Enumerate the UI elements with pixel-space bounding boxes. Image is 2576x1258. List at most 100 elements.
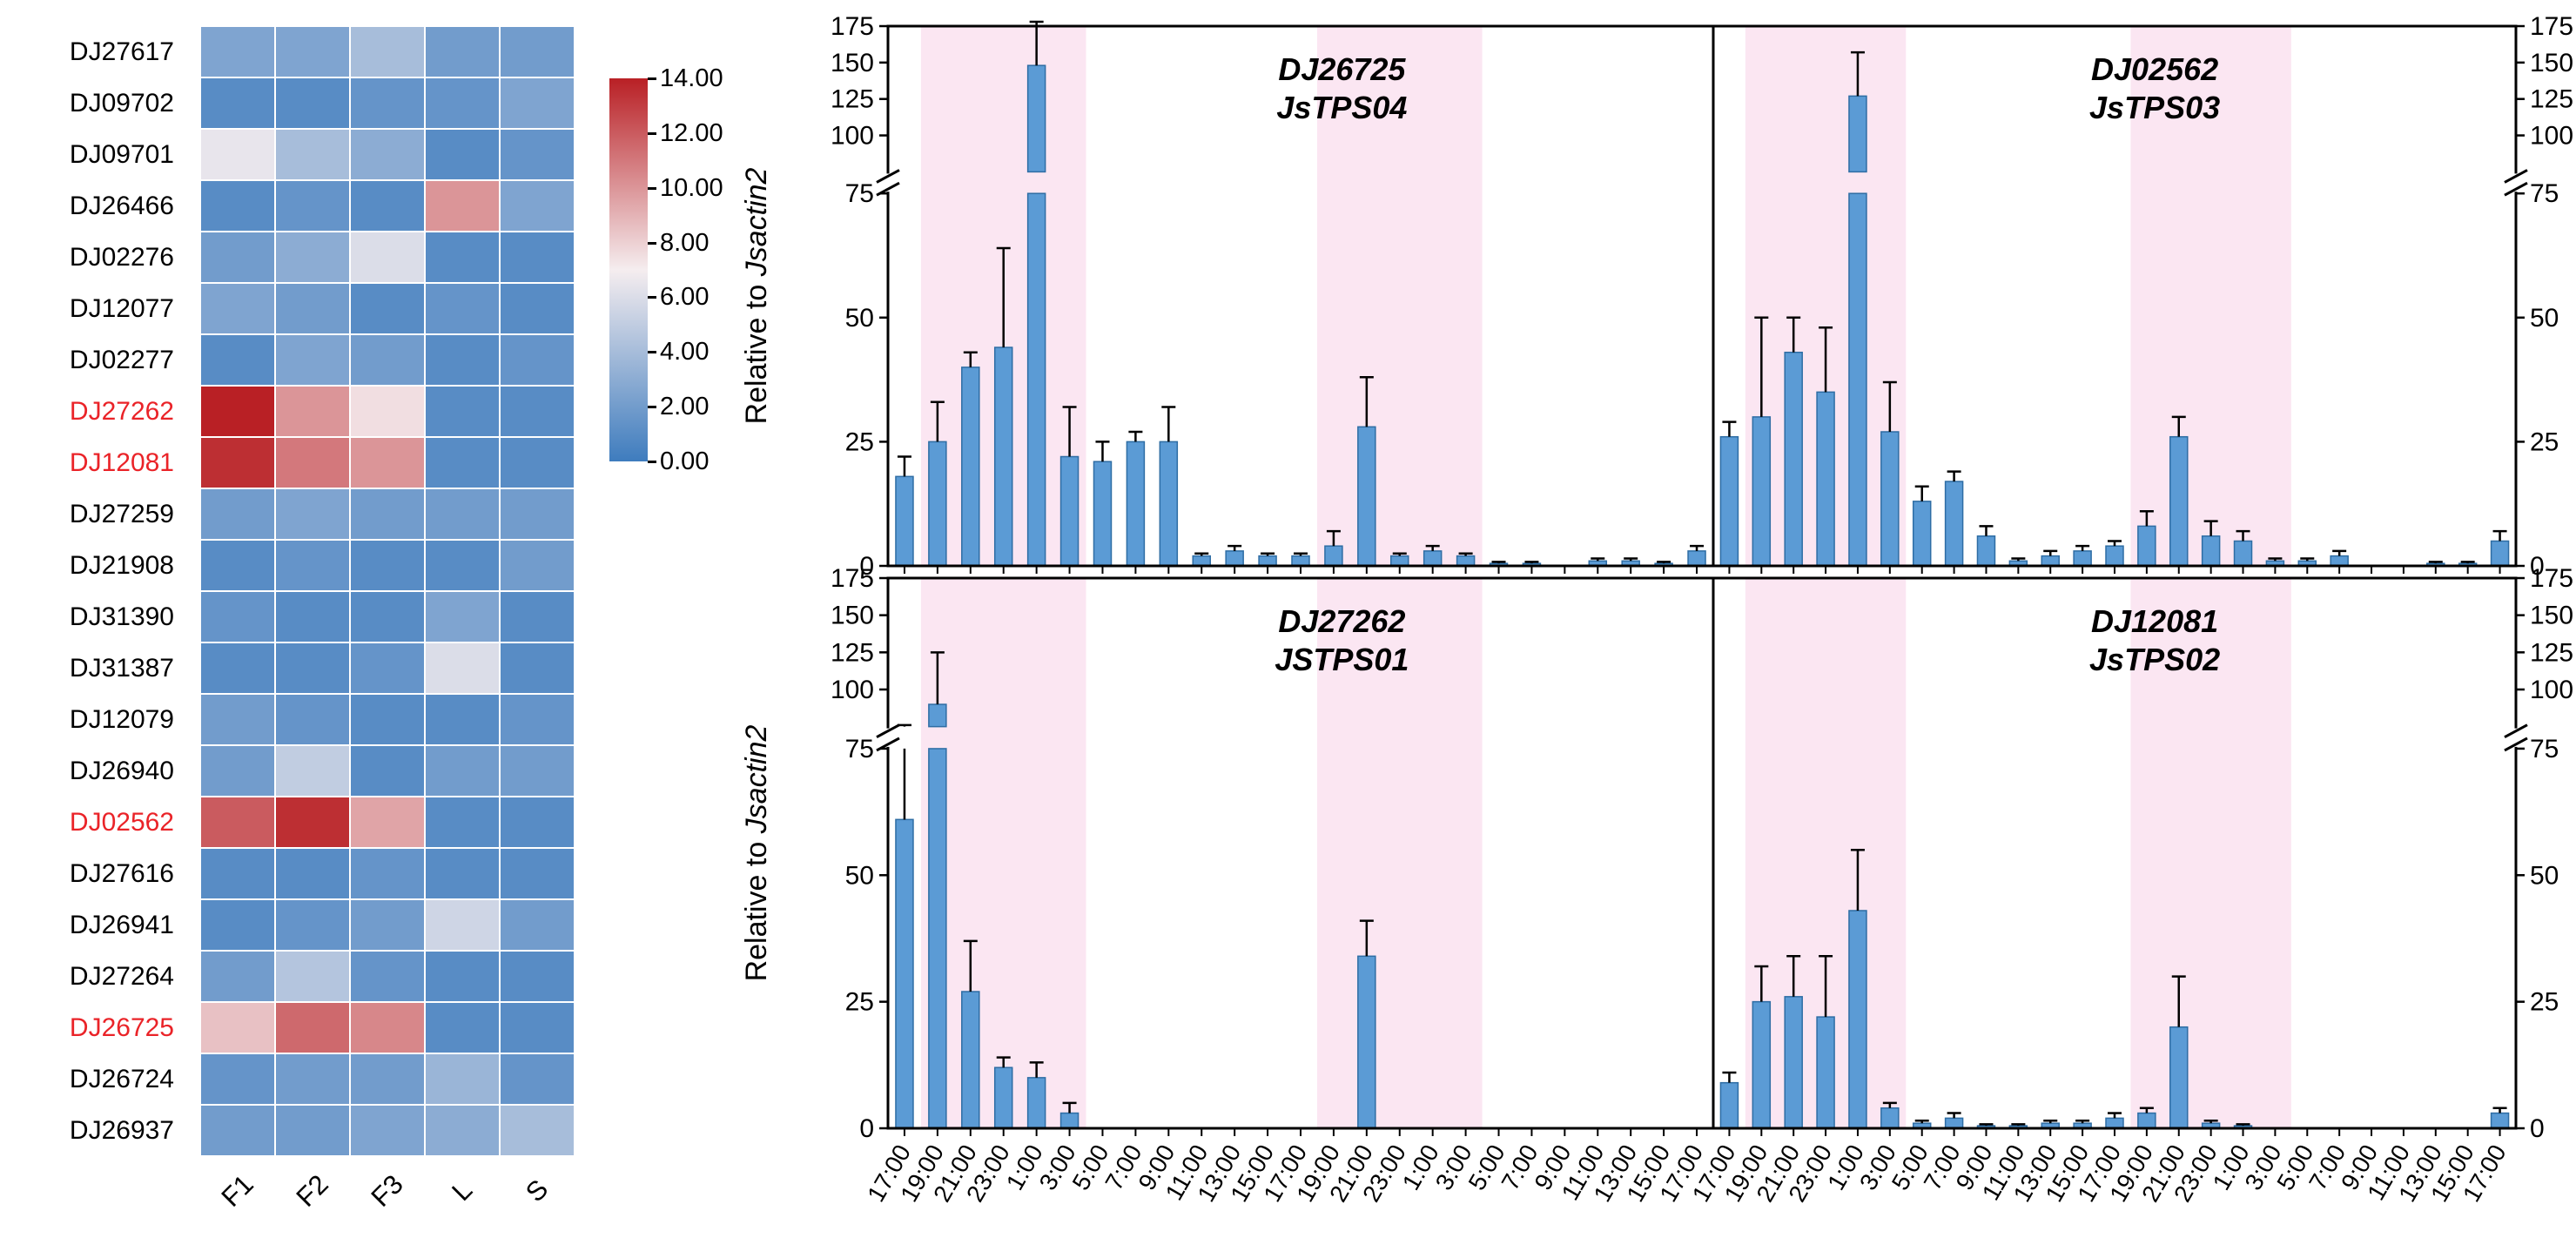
bar [1784, 351, 1803, 567]
heatmap-row-label: DJ27259 [69, 500, 174, 528]
colorbar-tick-label: 2.00 [660, 393, 710, 421]
bar [2137, 1112, 2156, 1129]
heatmap-cell [500, 899, 575, 951]
bar [1752, 416, 1772, 567]
heatmap-cell [500, 694, 575, 745]
heatmap-cell [200, 386, 275, 437]
heatmap-cell [275, 180, 350, 232]
colorbar-tick [648, 77, 656, 80]
heatmap-cell [425, 1105, 500, 1156]
heatmap-cell [200, 797, 275, 848]
panel-tps-title: JsTPS02 [2089, 642, 2220, 677]
night-shading-band [1316, 578, 1483, 1128]
bar [2330, 555, 2349, 567]
heatmap-row-label: DJ02562 [69, 808, 174, 837]
heatmap-cell [500, 797, 575, 848]
bar [1944, 481, 1964, 567]
heatmap-row-label: DJ12077 [69, 294, 174, 323]
heatmap-cell [350, 899, 425, 951]
bar [1456, 555, 1476, 567]
bar-lower-segment [928, 748, 947, 1129]
heatmap-row-label: DJ12081 [69, 448, 174, 477]
bar [2073, 550, 2092, 567]
heatmap-row-label: DJ12079 [69, 705, 174, 734]
heatmap-cell [425, 232, 500, 283]
heatmap-cell [500, 951, 575, 1002]
colorbar-tick-label: 4.00 [660, 338, 710, 367]
heatmap-cell [500, 232, 575, 283]
colorbar-tick-label: 12.00 [660, 118, 723, 147]
colorbar-tick-label: 0.00 [660, 447, 710, 475]
heatmap-cell [350, 694, 425, 745]
bar [1126, 441, 1146, 567]
bar [1752, 1000, 1772, 1129]
bar [1357, 426, 1376, 567]
heatmap-cell [275, 591, 350, 642]
heatmap-cell [350, 334, 425, 386]
heatmap-cell [500, 334, 575, 386]
bar [1390, 555, 1409, 567]
colorbar-tick-label: 6.00 [660, 283, 710, 312]
y-tick-label: 25 [2530, 427, 2559, 456]
heatmap-cell [200, 488, 275, 540]
y-tick-label: 75 [2530, 735, 2559, 764]
bar [1159, 441, 1179, 567]
heatmap-cell [500, 129, 575, 180]
panel-tps-title: JsTPS04 [1276, 90, 1407, 125]
heatmap-cell [200, 437, 275, 488]
heatmap-cell [500, 591, 575, 642]
heatmap-row-label: DJ27264 [69, 962, 174, 991]
bar [1423, 550, 1443, 567]
bar-upper-segment [928, 703, 947, 728]
heatmap-row-label: DJ31390 [69, 602, 174, 631]
axis-break-mark [876, 169, 900, 184]
bar [1059, 455, 1079, 567]
y-tick-label: 75 [2530, 179, 2559, 208]
heatmap-cell [200, 1002, 275, 1053]
heatmap-cell [200, 540, 275, 591]
heatmap-cell [200, 848, 275, 899]
heatmap-cell [350, 951, 425, 1002]
heatmap-row-label: DJ26725 [69, 1013, 174, 1042]
heatmap-cell [275, 129, 350, 180]
heatmap-cell [275, 26, 350, 77]
y-tick-label: 25 [845, 988, 874, 1017]
bar [1912, 501, 1932, 567]
heatmap-cell [275, 694, 350, 745]
heatmap-cell [425, 334, 500, 386]
heatmap-cell [350, 180, 425, 232]
heatmap-cell [500, 745, 575, 797]
bar [1687, 550, 1706, 567]
y-tick-label: 150 [831, 49, 874, 77]
heatmap-cell [425, 540, 500, 591]
axis-break-mark [876, 181, 900, 197]
heatmap-row-label: DJ26466 [69, 192, 174, 220]
night-shading-band [920, 578, 1086, 1128]
heatmap-cell [350, 26, 425, 77]
heatmap-row-label: DJ26937 [69, 1116, 174, 1145]
heatmap-cell [275, 1053, 350, 1105]
heatmap-cell [275, 1105, 350, 1156]
bar [961, 367, 980, 567]
panel-tps-title: JsTPS03 [2089, 90, 2220, 125]
heatmap-cell [425, 899, 500, 951]
panel-gene-title: DJ12081 [2091, 603, 2218, 639]
axis-break-gap [884, 728, 891, 747]
bar [1816, 1016, 1835, 1129]
heatmap-cell [275, 797, 350, 848]
heatmap-cell [425, 283, 500, 334]
bar [1026, 1077, 1046, 1129]
bar [2233, 540, 2253, 567]
colorbar-tick [648, 461, 656, 463]
bar [1784, 996, 1803, 1129]
heatmap-cell [425, 26, 500, 77]
panel-tps-title: JSTPS01 [1275, 642, 1409, 677]
y-tick-label: 175 [831, 564, 874, 593]
axis-break-mark [2504, 723, 2528, 738]
heatmap-column-label: L [446, 1174, 479, 1208]
y-tick-label: 25 [845, 427, 874, 456]
heatmap-cell [350, 283, 425, 334]
panel-gene-title: DJ02562 [2091, 51, 2218, 87]
heatmap-cell [425, 129, 500, 180]
